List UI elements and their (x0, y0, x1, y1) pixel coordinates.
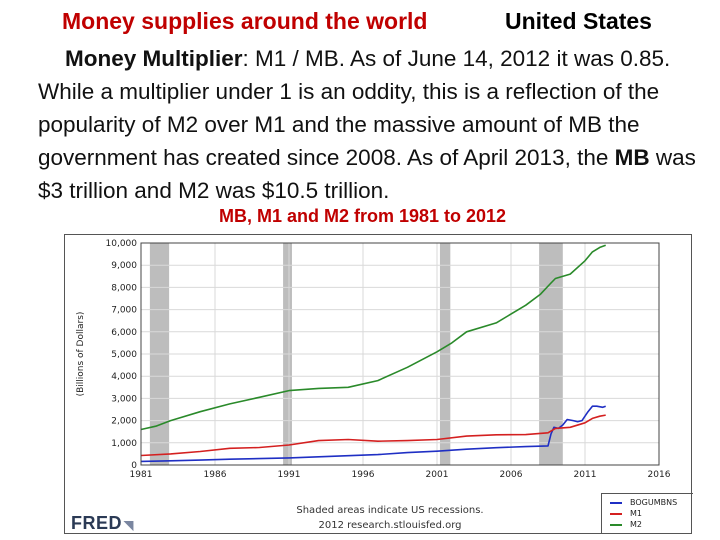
x-tick-label: 2001 (426, 470, 449, 480)
y-tick-label: 7,000 (111, 306, 137, 316)
fred-logo-text: FRED (71, 513, 122, 533)
legend-item-m1: M1 (610, 508, 693, 519)
x-tick-label: 1996 (352, 470, 375, 480)
chart-heading: MB, M1 and M2 from 1981 to 2012 (0, 206, 720, 227)
source-note: 2012 research.stlouisfed.org (260, 518, 520, 533)
x-tick-labels-group: 1981 1986 1991 1996 2001 2006 2011 2016 (130, 470, 671, 480)
legend-label-m1: M1 (630, 509, 642, 518)
chart-legend: BOGUMBNS M1 M2 (601, 493, 693, 533)
x-tick-label: 2016 (648, 470, 671, 480)
series-group (141, 245, 606, 461)
x-tick-label: 2011 (574, 470, 597, 480)
y-tick-labels-group: 01,0002,0003,0004,0005,0006,0007,0008,00… (106, 239, 138, 471)
gridlines-group (141, 243, 659, 465)
legend-swatch-m2 (610, 524, 622, 526)
y-tick-label: 10,000 (106, 239, 138, 249)
legend-label-mb: BOGUMBNS (630, 498, 677, 507)
fred-logo: FRED ◥ (71, 513, 134, 534)
y-tick-label: 6,000 (111, 328, 137, 338)
y-tick-label: 4,000 (111, 372, 137, 382)
chart-svg: 01,0002,0003,0004,0005,0006,0007,0008,00… (65, 235, 691, 533)
x-tick-label: 1981 (130, 470, 153, 480)
title-money-supplies: Money supplies around the world (62, 8, 427, 35)
body-bold-mb: MB (615, 145, 650, 170)
y-tick-label: 5,000 (111, 350, 137, 360)
legend-swatch-mb (610, 502, 622, 504)
slide-title: Money supplies around the world United S… (0, 8, 720, 40)
x-tick-label: 1986 (204, 470, 227, 480)
y-tick-label: 2,000 (111, 417, 137, 427)
body-paragraph: Money Multiplier: M1 / MB. As of June 14… (38, 42, 714, 207)
y-tick-label: 8,000 (111, 283, 137, 293)
fred-logo-chart-icon: ◥ (124, 518, 134, 532)
body-bold-term: Money Multiplier (65, 46, 243, 71)
chart-panel: 0 1,000 2,000 3,000 4,000 5,000 6,000 7,000 8,00… (64, 234, 692, 534)
series-line-m1 (141, 415, 606, 455)
legend-item-mb: BOGUMBNS (610, 497, 693, 508)
legend-swatch-m1 (610, 513, 622, 515)
y-tick-label: 9,000 (111, 261, 137, 271)
series-line-m2 (141, 245, 606, 429)
y-axis-label: (Billions of Dollars) (76, 312, 86, 397)
y-tick-label: 1,000 (111, 439, 137, 449)
legend-item-m2: M2 (610, 519, 693, 530)
x-tick-label: 2006 (500, 470, 523, 480)
x-tick-label: 1991 (278, 470, 301, 480)
title-country: United States (505, 8, 652, 35)
y-tick-label: 3,000 (111, 394, 137, 404)
legend-label-m2: M2 (630, 520, 642, 529)
footer-note: Shaded areas indicate US recessions. 201… (260, 503, 520, 533)
recession-note: Shaded areas indicate US recessions. (260, 503, 520, 518)
